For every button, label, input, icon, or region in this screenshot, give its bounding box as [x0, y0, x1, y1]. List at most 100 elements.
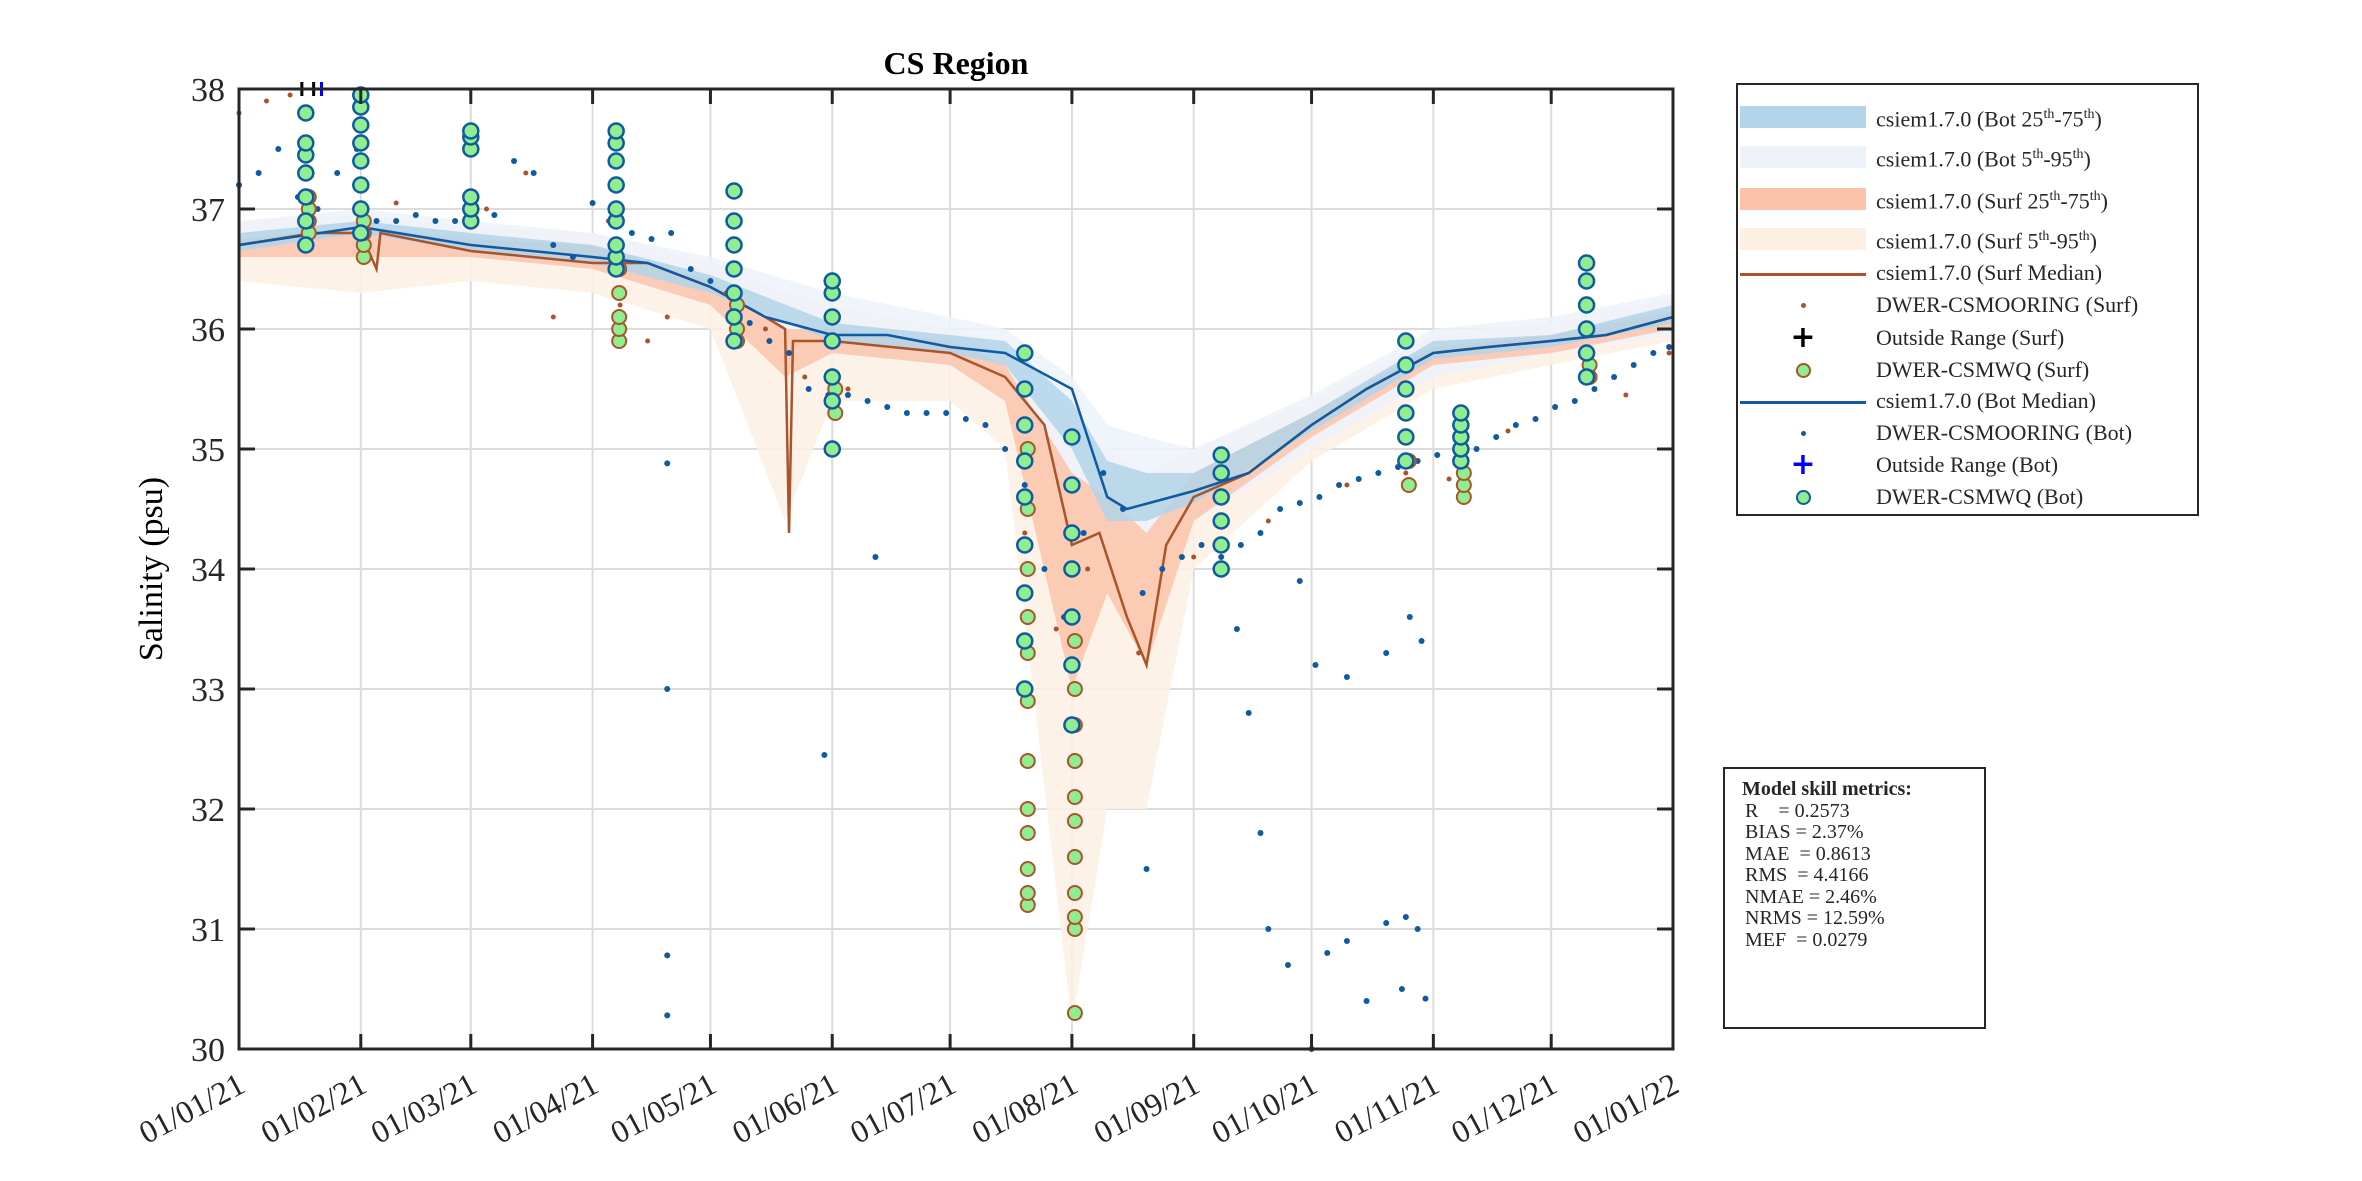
mooring-bot-point — [1143, 866, 1150, 872]
wq-bot-point — [1212, 446, 1230, 464]
legend-label-part: th — [2049, 189, 2061, 204]
legend-label-part: csiem1.7.0 (Surf Median) — [1876, 260, 2103, 285]
legend-label: Outside Range (Surf) — [1876, 323, 2064, 353]
mooring-bot-point — [766, 338, 773, 344]
mooring-bot-point — [982, 422, 989, 428]
legend-label-part: -95 — [2049, 228, 2079, 254]
mooring-bot-point — [1434, 452, 1441, 458]
y-tick-label: 32 — [191, 792, 225, 829]
circle-marker-icon — [1795, 362, 1811, 378]
wq-bot-point — [1397, 380, 1415, 398]
legend-label-part: th — [2043, 107, 2055, 122]
mooring-bot-point — [1473, 446, 1480, 452]
chart-title: CS Region — [884, 45, 1029, 81]
mooring-surf-point — [1505, 428, 1511, 434]
legend-label: Outside Range (Bot) — [1876, 450, 2058, 480]
wq-bot-point — [352, 134, 370, 152]
legend-label-part: th — [2078, 229, 2090, 244]
model-skill-metrics-box: Model skill metrics: R = 0.2573 BIAS = 2… — [1723, 767, 1986, 1029]
observation-points — [236, 82, 1673, 1052]
mooring-bot-point — [334, 170, 341, 176]
mooring-surf-point — [1022, 530, 1028, 536]
wq-bot-point — [1063, 656, 1081, 674]
legend-label-part: th — [2072, 147, 2084, 162]
wq-bot-point — [1577, 296, 1596, 314]
mooring-bot-point — [1402, 914, 1409, 920]
wq-bot-point — [725, 212, 743, 230]
y-tick-label: 35 — [191, 432, 225, 469]
wq-bot-point — [297, 104, 315, 122]
metric-bias: BIAS = 2.37% — [1745, 821, 1864, 843]
mooring-bot-point — [1414, 926, 1421, 932]
wq-surf-point — [1066, 681, 1083, 697]
mooring-bot-point — [275, 146, 282, 152]
wq-bot-point — [297, 188, 315, 206]
legend-label-part: th — [2038, 229, 2050, 244]
mooring-bot-point — [872, 554, 879, 560]
metric-rms: RMS = 4.4166 — [1745, 864, 1869, 886]
metric-mae: MAE = 0.8613 — [1745, 842, 1871, 865]
dot-marker-icon — [1800, 430, 1806, 436]
mooring-bot-point — [569, 254, 576, 260]
legend-swatch-mooring-bot — [1740, 418, 1866, 448]
wq-surf-point — [1019, 609, 1036, 625]
wq-bot-point — [823, 368, 841, 386]
wq-bot-point — [297, 212, 315, 230]
mooring-bot-point — [255, 170, 262, 176]
mooring-surf-point — [1666, 350, 1672, 356]
mooring-bot-point — [1265, 926, 1272, 932]
legend-swatch-wq-surf — [1740, 355, 1866, 385]
mooring-bot-point — [1375, 470, 1382, 476]
wq-bot-point — [1016, 584, 1034, 602]
legend-label-part: th — [2089, 189, 2101, 204]
legend-label-part: ) — [2094, 106, 2102, 132]
mooring-bot-point — [1591, 386, 1598, 392]
y-tick-label: 34 — [191, 552, 225, 589]
legend-label: csiem1.7.0 (Bot 25th-75th) — [1876, 100, 2102, 134]
legend-swatch-mooring-surf — [1740, 290, 1866, 320]
mooring-surf-point — [1265, 518, 1271, 524]
wq-bot-point — [607, 152, 625, 170]
legend-swatch-outside-surf: + — [1740, 323, 1866, 353]
wq-bot-point — [1016, 680, 1034, 698]
mooring-bot-point — [923, 410, 930, 416]
mooring-bot-point — [373, 218, 380, 224]
wq-bot-point — [1016, 632, 1034, 650]
mooring-bot-point — [628, 230, 635, 236]
wq-surf-point — [611, 285, 628, 301]
mooring-bot-point — [452, 218, 459, 224]
x-tick-label: 01/06/21 — [726, 1065, 843, 1150]
wq-bot-point — [1016, 536, 1034, 554]
legend-item-surf-median: csiem1.7.0 (Surf Median) — [1738, 258, 2197, 288]
legend-label-part: csiem1.7.0 (Surf 5 — [1876, 228, 2039, 254]
wq-bot-point — [1063, 476, 1081, 494]
wq-bot-point — [1577, 344, 1596, 362]
legend-label-part: -75 — [2060, 188, 2090, 214]
legend-label-part: DWER-CSMWQ (Surf) — [1876, 357, 2090, 382]
wq-bot-point — [725, 182, 743, 200]
mooring-surf-point — [1053, 626, 1059, 632]
legend-label: csiem1.7.0 (Bot Median) — [1876, 386, 2096, 416]
mooring-bot-point — [1398, 986, 1405, 992]
wq-bot-point — [1016, 344, 1034, 362]
mooring-bot-point — [550, 242, 557, 248]
wq-bot-point — [1016, 380, 1034, 398]
mooring-bot-point — [1119, 506, 1126, 512]
mooring-bot-point — [1257, 530, 1264, 536]
wq-surf-point — [1019, 825, 1036, 841]
mooring-bot-point — [707, 278, 714, 284]
wq-bot-point — [607, 176, 625, 194]
wq-bot-point — [1212, 512, 1230, 530]
wq-bot-point — [1212, 488, 1230, 506]
wq-surf-point — [1066, 633, 1083, 649]
legend-label-part: csiem1.7.0 (Surf 25 — [1876, 188, 2050, 214]
legend-swatch-surf-band-25-75 — [1740, 188, 1866, 210]
wq-bot-point — [1063, 560, 1081, 578]
wq-bot-point — [1063, 428, 1081, 446]
legend-label-part: ) — [2100, 188, 2108, 214]
mooring-bot-point — [943, 410, 950, 416]
wq-bot-point — [1212, 536, 1230, 554]
mooring-surf-point — [1136, 650, 1142, 656]
mooring-bot-point — [1383, 920, 1390, 926]
